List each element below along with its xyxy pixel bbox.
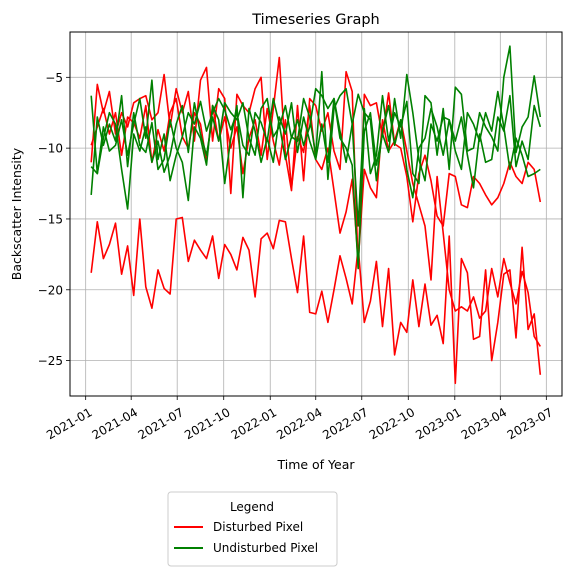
x-tick-label: 2021-01	[44, 405, 94, 442]
undisturbed-series-line	[90, 87, 541, 210]
disturbed-series-line	[90, 56, 542, 270]
x-tick-label: 2022-07	[320, 405, 370, 442]
y-tick-label: −25	[38, 354, 63, 368]
y-tick-label: −10	[38, 142, 63, 156]
legend-title: Legend	[230, 500, 274, 514]
y-axis-title: Backscatter Intensity	[9, 147, 24, 280]
legend-label-undisturbed: Undisturbed Pixel	[213, 541, 318, 555]
x-tick-label: 2022-04	[274, 405, 324, 442]
x-tick-label: 2023-01	[413, 405, 463, 442]
undisturbed-series-line	[90, 73, 542, 270]
x-tick-label: 2022-10	[367, 405, 417, 442]
y-tick-label: −5	[45, 71, 63, 85]
x-axis-title: Time of Year	[276, 457, 355, 472]
x-tick-label: 2021-04	[90, 405, 140, 442]
y-tick-label: −20	[38, 283, 63, 297]
legend: Legend Disturbed Pixel Undisturbed Pixel	[167, 491, 338, 567]
chart-title: Timeseries Graph	[251, 12, 380, 28]
grid	[70, 32, 562, 396]
disturbed-series-line	[90, 216, 542, 385]
y-axis: −5 −10 −15 −20 −25	[38, 71, 70, 368]
series-layer	[90, 45, 542, 385]
x-tick-label: 2023-07	[505, 405, 555, 442]
x-tick-label: 2021-10	[182, 405, 232, 442]
x-tick-label: 2023-04	[459, 405, 509, 442]
x-axis: 2021-012021-042021-072021-102022-012022-…	[44, 396, 555, 442]
x-tick-label: 2022-01	[229, 405, 279, 442]
x-tick-label: 2021-07	[136, 405, 186, 442]
legend-label-disturbed: Disturbed Pixel	[213, 520, 303, 534]
y-tick-label: −15	[38, 212, 63, 226]
legend-box	[167, 491, 338, 567]
